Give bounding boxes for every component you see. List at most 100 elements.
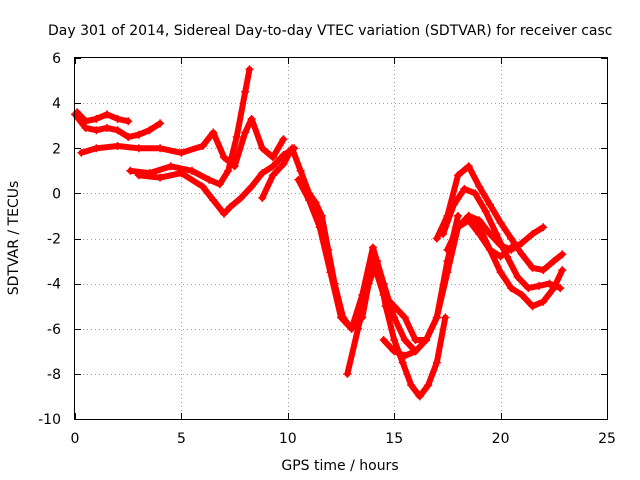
data-point (124, 133, 133, 141)
series-arc-4 (126, 65, 254, 189)
series-arc-12 (443, 211, 567, 311)
data-point (539, 297, 548, 306)
data-point (337, 313, 345, 322)
series-arc-5 (134, 144, 299, 218)
data-point (454, 223, 462, 232)
data-point (134, 171, 143, 180)
data-point (424, 381, 433, 390)
x-tick-label: 10 (279, 431, 297, 447)
data-point (524, 284, 533, 293)
data-point (517, 290, 526, 299)
data-point (124, 117, 133, 126)
data-point (156, 144, 165, 153)
data-point (209, 196, 218, 205)
data-point (507, 243, 516, 252)
data-point (92, 114, 101, 123)
data-point (126, 166, 135, 175)
data-point (368, 243, 377, 252)
data-point (232, 133, 241, 141)
data-point (400, 336, 409, 344)
data-point (443, 245, 452, 254)
data-point (113, 114, 122, 123)
data-point (539, 266, 548, 275)
data-point (381, 302, 390, 311)
plot-frame (74, 57, 608, 420)
data-point (326, 268, 335, 277)
data-point (188, 166, 196, 175)
data-point (220, 209, 228, 218)
data-point (134, 144, 143, 153)
data-point (113, 126, 122, 135)
y-tick-label: -4 (47, 277, 61, 293)
data-point (81, 123, 90, 132)
data-point (432, 313, 441, 322)
data-point (528, 263, 537, 272)
data-point (258, 193, 267, 202)
data-point (486, 200, 494, 209)
series-layer (71, 65, 567, 401)
data-point (422, 336, 431, 344)
data-point (528, 302, 537, 311)
x-tick-label: 20 (492, 431, 510, 447)
data-point (77, 148, 86, 157)
x-axis-label: GPS time / hours (281, 458, 398, 474)
data-point (507, 234, 516, 243)
data-point (481, 207, 490, 216)
data-point (279, 135, 288, 144)
data-point (92, 144, 101, 153)
data-point (296, 166, 305, 175)
series-arc-6 (258, 144, 420, 356)
data-point (454, 171, 462, 180)
data-point (102, 123, 111, 132)
data-point (398, 358, 407, 367)
data-point (92, 126, 101, 135)
x-tick-label: 0 (71, 431, 80, 447)
data-point (441, 313, 450, 322)
data-point (558, 266, 567, 275)
y-tick-label: -2 (47, 232, 61, 248)
series-line (380, 212, 547, 359)
tick-labels: 0 5 10 15 20 25 -10 -8 -6 -4 -2 0 2 4 6 (38, 51, 616, 447)
data-point (475, 230, 484, 238)
data-point (198, 142, 207, 150)
data-point (113, 142, 122, 150)
x-tick-label: 15 (385, 431, 403, 447)
data-point (528, 230, 537, 238)
data-point (373, 257, 382, 266)
data-point (407, 381, 416, 390)
data-point (460, 184, 469, 193)
data-point (177, 169, 186, 178)
data-point (496, 268, 505, 277)
data-point (317, 211, 326, 220)
data-point (432, 234, 441, 243)
data-point (549, 284, 558, 293)
y-tick-label: 4 (52, 96, 61, 112)
data-point (209, 128, 218, 137)
series-line (259, 145, 419, 355)
data-point (343, 369, 352, 378)
data-point (134, 130, 143, 139)
data-point (279, 160, 288, 168)
series-line (127, 66, 253, 188)
data-point (507, 284, 516, 293)
data-point (390, 347, 399, 356)
chart-title: Day 301 of 2014, Sidereal Day-to-day VTE… (48, 23, 612, 39)
data-point (145, 126, 154, 135)
data-point (258, 144, 267, 153)
x-tick-label: 5 (177, 431, 186, 447)
data-point (268, 153, 277, 162)
data-point (411, 347, 420, 356)
data-point (258, 169, 267, 178)
data-point (268, 171, 277, 180)
data-point (411, 336, 420, 344)
data-point (439, 230, 448, 238)
data-point (464, 216, 473, 225)
series-arc-2 (73, 108, 133, 126)
y-axis-label: SDTVAR / TECUs (6, 181, 22, 296)
data-point (513, 272, 522, 281)
data-point (400, 351, 409, 360)
data-point (198, 182, 207, 191)
data-point (205, 175, 214, 184)
series-arc-1 (71, 110, 165, 141)
